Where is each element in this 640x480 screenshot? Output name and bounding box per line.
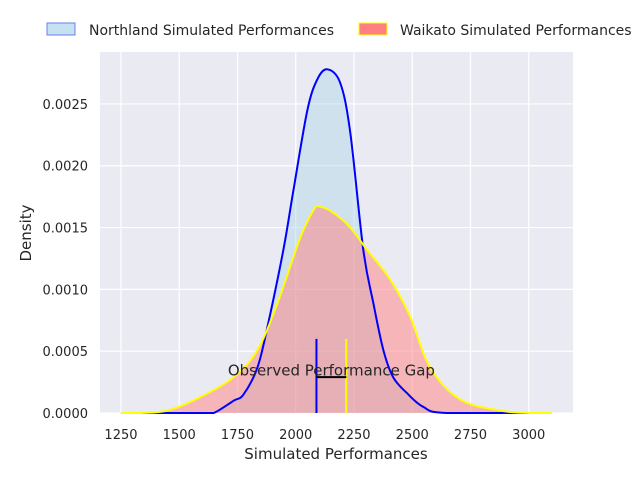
- density-fill-waikato: [120, 206, 553, 413]
- y-tick-label: 0.0005: [43, 345, 89, 360]
- x-tick-label: 2000: [279, 428, 312, 443]
- legend-swatch-northland: [46, 22, 76, 36]
- annotation-observed-gap: Observed Performance Gap: [228, 362, 435, 380]
- x-tick-label: 2250: [337, 428, 370, 443]
- x-tick-label: 1250: [104, 428, 137, 443]
- y-tick-label: 0.0010: [43, 283, 89, 298]
- legend: Northland Simulated Performances Waikato…: [46, 22, 632, 39]
- y-tick-label: 0.0000: [43, 407, 89, 422]
- y-tick-labels: 0.0000 0.0005 0.0010 0.0015 0.0020 0.0025: [43, 98, 89, 422]
- x-tick-label: 2500: [396, 428, 429, 443]
- annotations: Observed Performance Gap: [228, 338, 435, 413]
- density-line-waikato: [120, 205, 553, 415]
- y-axis-label: Density: [17, 204, 35, 261]
- y-tick-label: 0.0020: [43, 160, 89, 175]
- x-tick-label: 2750: [454, 428, 487, 443]
- legend-swatch-waikato: [358, 22, 388, 36]
- y-tick-label: 0.0025: [43, 98, 89, 113]
- density-line-northland: [120, 68, 553, 415]
- legend-label-northland: Northland Simulated Performances: [89, 23, 334, 39]
- x-tick-label: 3000: [512, 428, 545, 443]
- density-fills: [120, 69, 553, 414]
- x-axis-label: Simulated Performances: [244, 445, 428, 463]
- x-tick-label: 1500: [163, 428, 196, 443]
- x-tick-label: 1750: [221, 428, 254, 443]
- y-tick-label: 0.0015: [43, 222, 89, 237]
- density-lines: [120, 68, 553, 415]
- x-tick-labels: 1250 1500 1750 2000 2250 2500 2750 3000: [104, 428, 545, 443]
- legend-label-waikato: Waikato Simulated Performances: [400, 23, 632, 39]
